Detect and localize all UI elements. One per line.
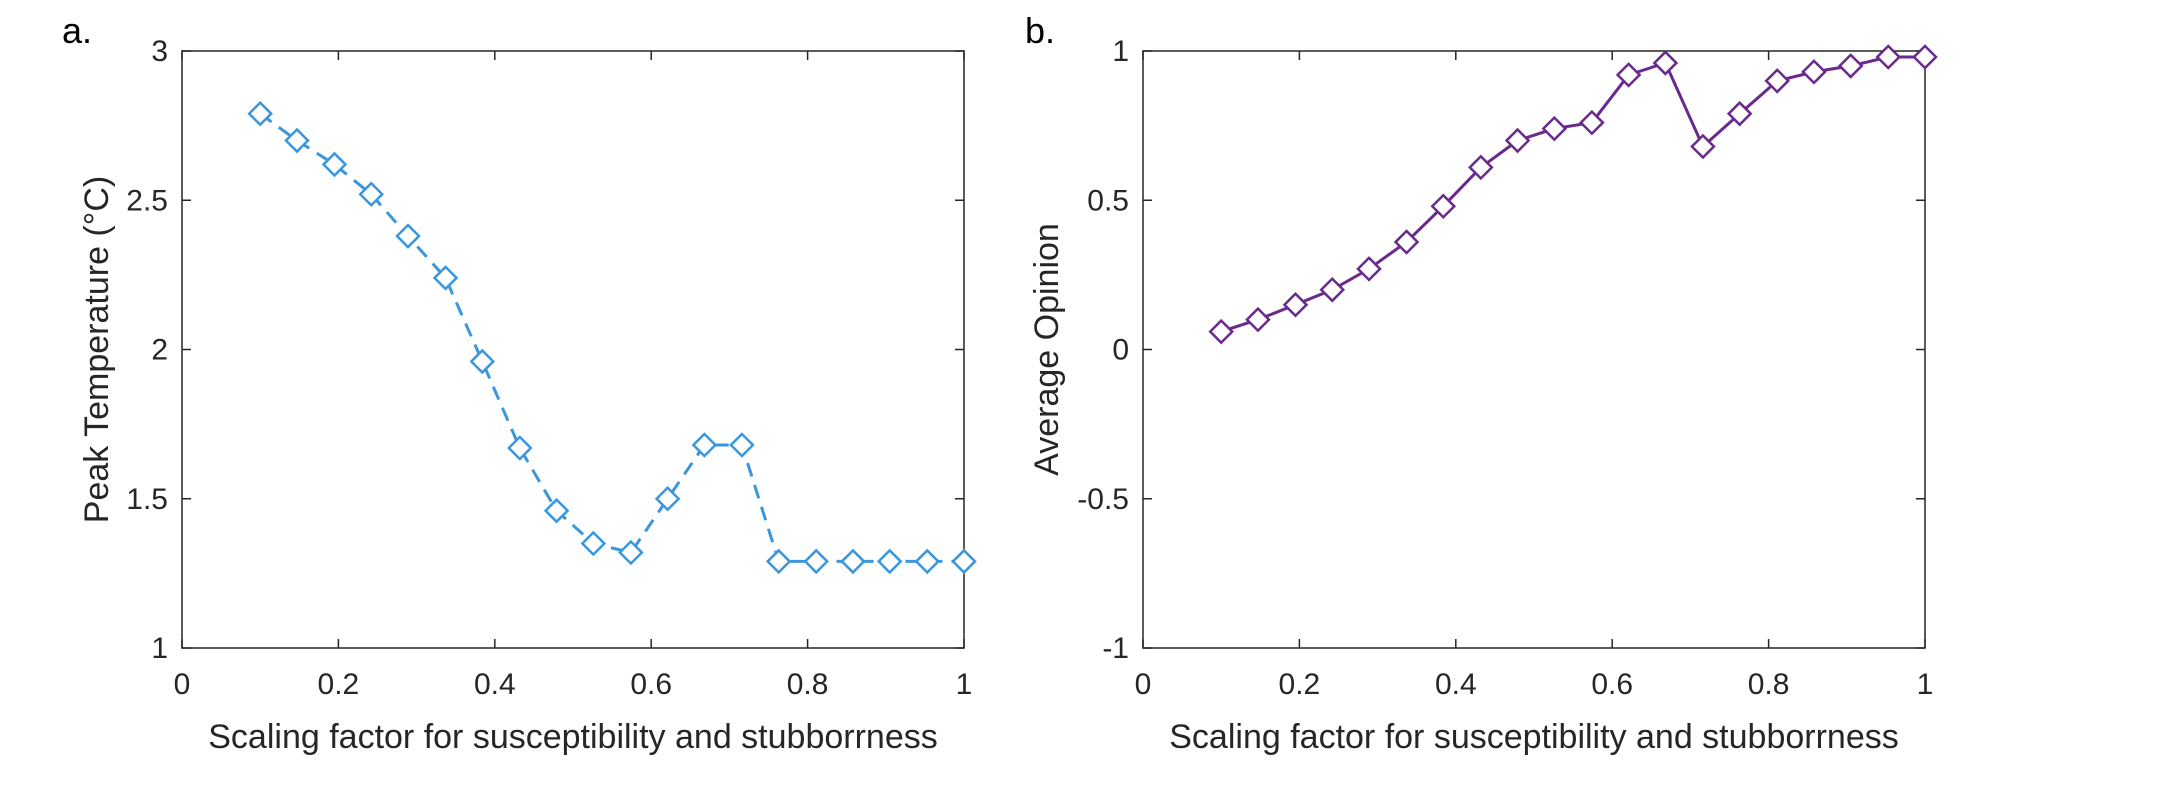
data-point-marker (914, 548, 941, 575)
x-axis-label: Scaling factor for susceptibility and st… (208, 718, 937, 756)
data-point-marker (729, 432, 755, 458)
data-point-marker (1726, 100, 1753, 127)
data-point-marker (469, 348, 496, 375)
y-tick-label: -1 (1102, 632, 1129, 665)
data-point-marker (1319, 277, 1346, 303)
data-point-marker (1615, 62, 1642, 88)
x-tick-label: 0 (174, 668, 191, 701)
x-tick-label: 0.2 (1279, 668, 1321, 701)
data-point-marker (432, 265, 459, 291)
chart-panel-a: 0 0.2 0.4 0.6 0.8 1 1 1.5 2 2.5 3 Scaling factor fo… (78, 35, 977, 756)
data-point-marker (358, 181, 385, 208)
x-tick-label: 0 (1135, 668, 1152, 701)
x-tick-label: 1 (1917, 668, 1934, 701)
data-point-marker (654, 485, 681, 512)
data-point-marker (395, 223, 421, 249)
y-tick-label: 1.5 (126, 483, 168, 516)
data-point-marker (1764, 68, 1790, 94)
y-axis-label: Peak Temperature (°C) (78, 176, 116, 523)
data-point-marker (1245, 306, 1271, 333)
data-point-marker (691, 432, 718, 458)
data-point-marker (803, 548, 829, 575)
plot-area-frame (1142, 50, 1926, 649)
y-tick-label: -0.5 (1077, 483, 1129, 516)
data-point-marker (951, 548, 977, 575)
x-tick-label: 0.2 (318, 668, 360, 701)
data-point-marker (1912, 44, 1938, 70)
data-point-marker (876, 548, 903, 575)
data-point-marker (1837, 53, 1864, 79)
y-tick-label: 1 (151, 632, 168, 665)
y-tick-label: 2 (151, 334, 168, 367)
data-point-marker (765, 548, 792, 575)
data-point-marker (1504, 127, 1531, 154)
data-point-marker (321, 151, 348, 178)
x-tick-label: 0.6 (1591, 668, 1633, 701)
data-point-marker (1690, 133, 1716, 160)
y-tick-label: 0 (1112, 334, 1129, 367)
data-point-marker (1652, 50, 1679, 76)
y-tick-label: 2.5 (126, 184, 168, 217)
data-point-marker (840, 548, 866, 575)
y-tick-label: 1 (1112, 35, 1129, 68)
data-point-marker (618, 539, 644, 566)
panel-label-a: a. (62, 10, 93, 51)
data-point-marker (284, 127, 310, 154)
x-axis-label: Scaling factor for susceptibility and st… (1169, 718, 1898, 756)
data-point-marker (507, 435, 533, 461)
data-point-marker (543, 497, 570, 524)
data-point-marker (1541, 115, 1568, 142)
data-point-marker (1468, 154, 1494, 181)
y-axis-label: Average Opinion (1028, 223, 1066, 476)
data-point-marker (1282, 291, 1309, 318)
y-tick-label: 0.5 (1087, 184, 1129, 217)
y-tick-label: 3 (151, 35, 168, 68)
panel-label-b: b. (1025, 10, 1056, 51)
data-point-marker (1801, 59, 1827, 85)
x-tick-label: 0.4 (1435, 668, 1477, 701)
data-point-marker (247, 100, 273, 127)
x-tick-label: 0.8 (787, 668, 829, 701)
chart-panel-b: 0 0.2 0.4 0.6 0.8 1 -1 -0.5 0 0.5 1 Scaling factor … (1028, 35, 1938, 756)
x-tick-label: 1 (956, 668, 973, 701)
data-point-marker (1579, 109, 1605, 136)
data-point-marker (580, 530, 607, 557)
data-point-marker (1356, 256, 1382, 282)
data-point-marker (1875, 44, 1902, 70)
data-point-marker (1393, 229, 1420, 255)
data-point-marker (1430, 193, 1457, 219)
x-tick-label: 0.6 (630, 668, 672, 701)
data-point-marker (1208, 318, 1234, 345)
x-tick-label: 0.4 (474, 668, 516, 701)
series-line (259, 112, 964, 563)
x-tick-label: 0.8 (1748, 668, 1790, 701)
